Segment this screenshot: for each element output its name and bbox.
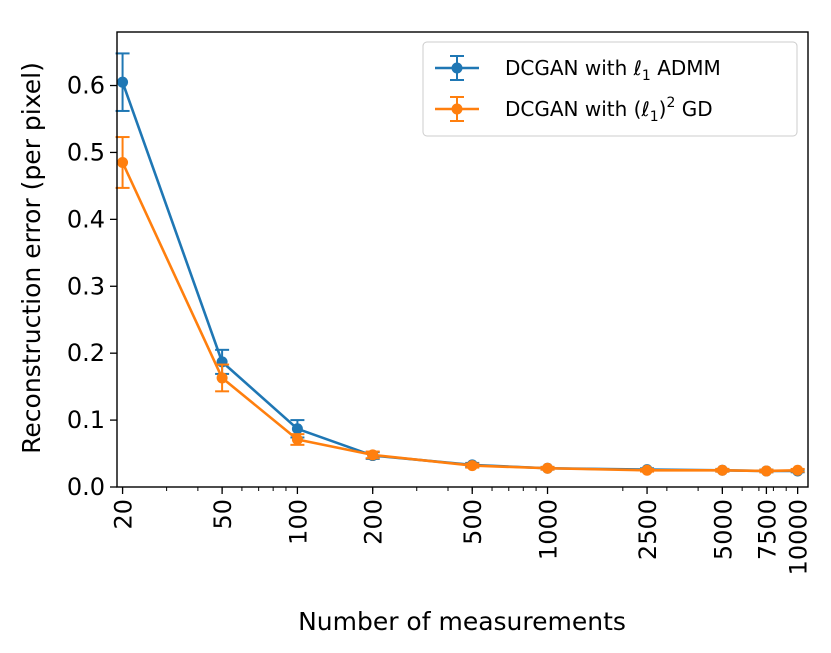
- axes-frame: [116, 31, 809, 488]
- y-tick-label: 0.1: [67, 406, 105, 434]
- data-point: [117, 156, 129, 168]
- x-tick-label: 100: [284, 499, 312, 545]
- legend-label-part: ℓ: [640, 97, 649, 121]
- data-point: [291, 433, 303, 445]
- legend-label-part: ): [659, 97, 667, 121]
- legend-entry-1: DCGAN with (ℓ1)2 GD: [435, 95, 713, 125]
- y-tick-label: 0.4: [67, 205, 105, 233]
- plot-area: 0.00.10.20.30.40.50.620 50 100 200 500 1000 25…: [67, 31, 813, 575]
- legend-label-part: DCGAN with (: [505, 97, 641, 121]
- data-point: [466, 460, 478, 472]
- data-point: [367, 449, 379, 461]
- y-tick-label: 0.2: [67, 339, 105, 367]
- legend-marker: [451, 62, 463, 74]
- legend-label: DCGAN with (ℓ1)2 GD: [505, 95, 713, 125]
- x-tick-label: 5000: [709, 499, 737, 560]
- data-point: [716, 464, 728, 476]
- x-tick-label: 2500: [634, 499, 662, 560]
- x-axis-title: Number of measurements: [298, 607, 626, 636]
- data-point: [216, 372, 228, 384]
- legend-label-part: 2: [666, 95, 675, 111]
- legend-label-part: ℓ: [633, 56, 642, 80]
- legend-label-part: GD: [675, 97, 712, 121]
- legend-label-part: ADMM: [651, 56, 721, 80]
- x-tick-label: 10000: [785, 499, 813, 575]
- x-tick-label: 200: [360, 499, 388, 545]
- series-1: [115, 136, 805, 477]
- data-point: [641, 464, 653, 476]
- data-point: [792, 464, 804, 476]
- data-point: [542, 462, 554, 474]
- y-axis-title: Reconstruction error (per pixel): [17, 62, 46, 454]
- x-tick-label: 500: [459, 499, 487, 545]
- data-point: [117, 76, 129, 88]
- y-tick-label: 0.0: [67, 473, 105, 501]
- x-tick-label: 50: [209, 499, 237, 530]
- legend-marker: [451, 103, 463, 115]
- series-line: [121, 161, 798, 473]
- legend-entry-0: DCGAN with ℓ1 ADMM: [435, 55, 721, 84]
- data-point: [760, 465, 772, 477]
- legend-label-part: DCGAN with: [505, 56, 634, 80]
- legend-label: DCGAN with ℓ1 ADMM: [505, 56, 721, 84]
- legend-label-part: 1: [642, 68, 651, 84]
- legend-label-part: 1: [650, 109, 659, 125]
- x-tick-label: 1000: [535, 499, 563, 560]
- x-tick-label: 20: [110, 499, 138, 530]
- y-tick-label: 0.5: [67, 138, 105, 166]
- y-tick-label: 0.3: [67, 272, 105, 300]
- data-point: [291, 423, 303, 435]
- x-tick-label: 7500: [753, 499, 781, 560]
- legend-box: [422, 41, 798, 137]
- y-tick-label: 0.6: [67, 72, 105, 100]
